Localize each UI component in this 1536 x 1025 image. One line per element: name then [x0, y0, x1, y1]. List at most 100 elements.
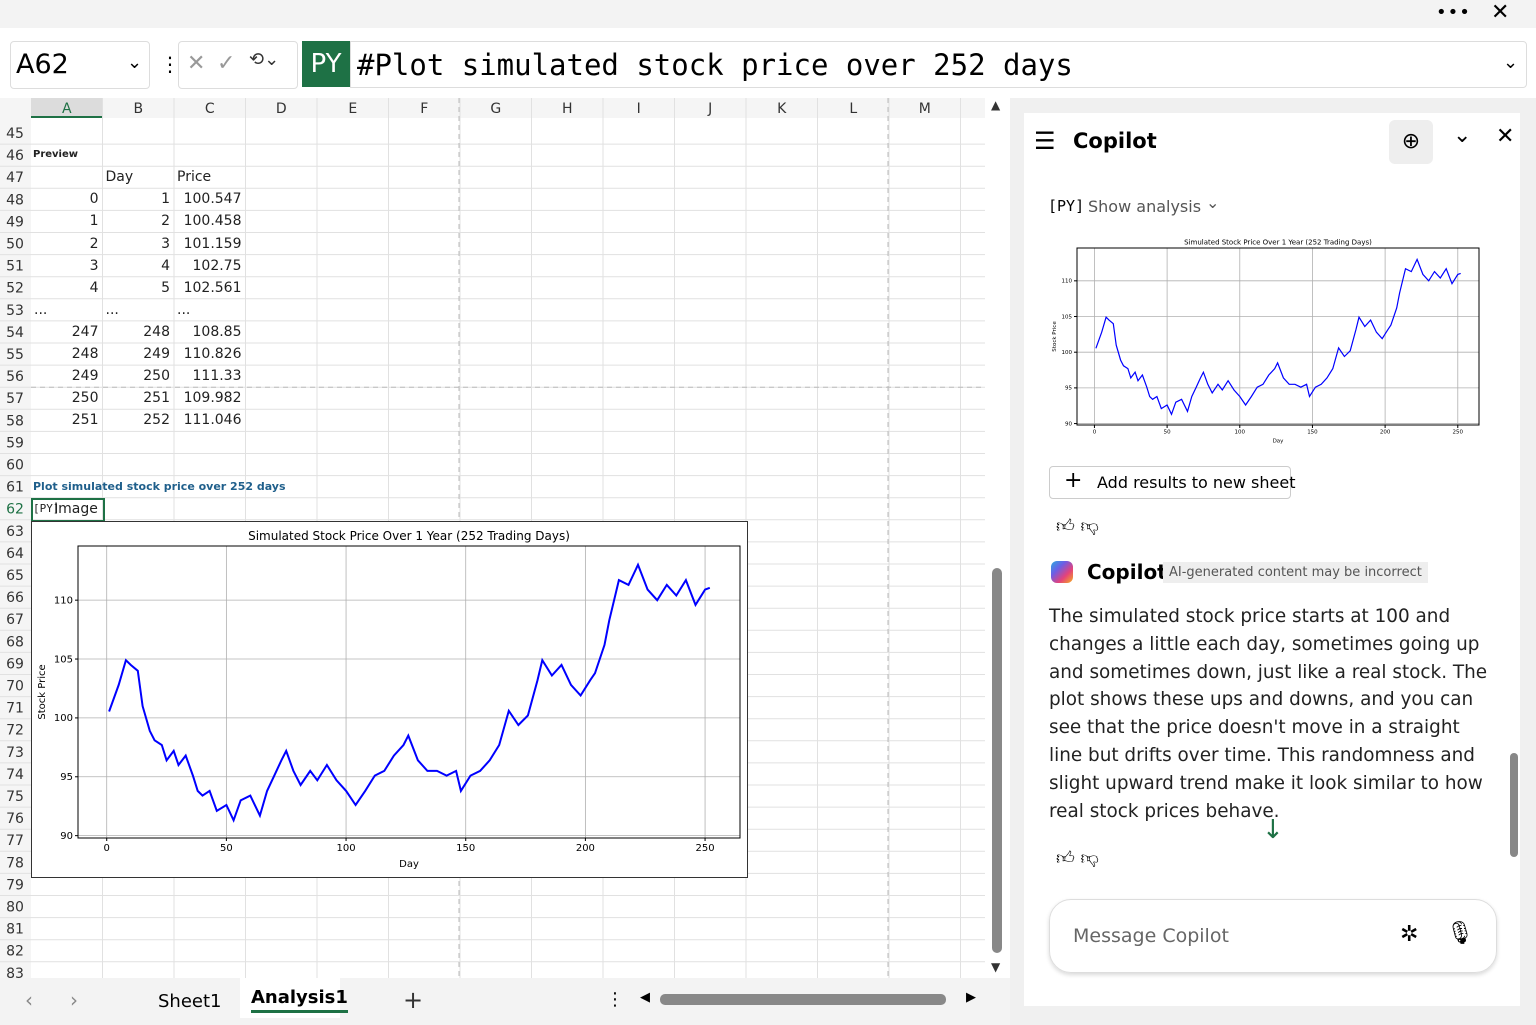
price-line: [1095, 257, 1461, 416]
button-label: Add results to new sheet: [1097, 473, 1296, 492]
formula-actions: ✕ ✓ ⟲⌄: [178, 41, 298, 89]
chart-title: Simulated Stock Price Over 1 Year (252 T…: [1184, 239, 1372, 247]
enter[interactable]: ✓: [217, 51, 236, 76]
title-bar: [0, 0, 1536, 28]
price-line: [108, 562, 711, 823]
row-header: 60: [6, 458, 24, 474]
scroll-right[interactable]: ▶: [966, 990, 976, 1005]
row-header: 80: [6, 900, 24, 916]
active-cell: [31, 497, 105, 522]
row-header: 49: [6, 214, 24, 230]
message-input[interactable]: Message Copilot ✲ 🎙︎: [1049, 899, 1497, 973]
cell: 100.458: [183, 213, 242, 230]
row-header: 55: [6, 347, 24, 363]
col-header: C: [205, 101, 215, 117]
row-header: 63: [6, 524, 24, 540]
row-header: 59: [6, 435, 24, 451]
x-tick-label: 100: [1235, 430, 1246, 436]
row-header: 78: [6, 855, 24, 871]
next-sheet[interactable]: ›: [70, 988, 78, 1012]
chart: 0 50 100 150 200 250 90 95 100 105 110 Simulated St…: [31, 521, 748, 878]
cell: Image: [54, 500, 98, 517]
add-sheet[interactable]: +: [403, 986, 424, 1014]
v-thumb[interactable]: [992, 568, 1002, 953]
menu[interactable]: ☰: [1034, 127, 1056, 155]
chart-title: Simulated Stock Price Over 1 Year (252 T…: [248, 529, 570, 543]
thumbs[interactable]: 👍︎ 👎︎: [1056, 516, 1099, 537]
row-header: 74: [6, 767, 24, 783]
x-tick-label: 0: [104, 843, 110, 854]
cell: 248: [143, 323, 170, 340]
sheet-grid[interactable]: A B C D E F G H I J K L M 45 46 47 48 49 50 51 52 53 54 55 56 57 5…: [0, 98, 985, 978]
py-mode[interactable]: ⟲⌄: [249, 49, 280, 70]
plot-frame: [77, 545, 741, 839]
x-tick-label: 0: [1093, 430, 1097, 436]
copilot-title: Copilot: [1073, 129, 1157, 153]
cell: 102.75: [192, 257, 242, 274]
cell: 2: [161, 213, 170, 230]
row-header: 77: [6, 833, 24, 849]
header-bg: [0, 98, 985, 118]
name-box[interactable]: A62 ⌄: [10, 41, 150, 89]
y-tick-label: 95: [60, 772, 73, 783]
row-header: 48: [6, 192, 24, 208]
cell: 3: [89, 257, 99, 274]
pane-scroll[interactable]: [1510, 753, 1518, 857]
cancel[interactable]: ✕: [187, 51, 206, 76]
cell: 251: [143, 390, 170, 407]
chart-bg: [1048, 233, 1488, 451]
cell: ...: [34, 301, 48, 318]
col-header: A: [62, 101, 72, 117]
col-header: J: [707, 101, 712, 117]
scroll-left[interactable]: ◀: [640, 990, 650, 1005]
formula-box[interactable]: #Plot simulated stock price over 252 day…: [350, 41, 1527, 88]
py-icon: [PY]: [1048, 197, 1085, 215]
copilot-pane: ☰ Copilot ⊕ ⌄ ✕ [PY] Show analysis ⌄ + A…: [1024, 113, 1520, 1006]
row-header: 70: [6, 679, 24, 695]
cell: Price: [177, 169, 212, 186]
sheet-menu[interactable]: ⋮: [606, 989, 624, 1010]
y-tick-label: 110: [54, 595, 73, 606]
cell: 111.046: [183, 412, 242, 429]
prev-sheet[interactable]: ‹: [25, 988, 33, 1012]
cell: Day: [105, 169, 134, 186]
close-window[interactable]: ✕: [1491, 0, 1510, 25]
col-header: L: [849, 101, 857, 117]
cell: 247: [71, 323, 99, 340]
dropdown: ⌄: [127, 52, 143, 73]
cell: 0: [89, 191, 99, 208]
cell: 5: [161, 279, 170, 296]
x-tick-label: 200: [576, 843, 595, 854]
cell: 102.561: [183, 279, 242, 296]
separator: ⋮: [160, 52, 180, 76]
scroll-down[interactable]: ↓: [1262, 815, 1284, 845]
y-tick-label: 100: [54, 713, 73, 724]
prompts[interactable]: ✲: [1400, 922, 1419, 947]
close-pane[interactable]: ✕: [1496, 124, 1515, 149]
add-results-button[interactable]: + Add results to new sheet: [1049, 466, 1296, 499]
col-header: D: [276, 101, 287, 117]
row-header: 69: [6, 656, 24, 672]
mic[interactable]: 🎙︎: [1446, 921, 1474, 946]
y-axis-label: Stock Price: [37, 664, 48, 719]
show-analysis[interactable]: Show analysis: [1088, 197, 1202, 216]
cell: Preview: [33, 149, 79, 161]
collapse[interactable]: ⌄: [1453, 123, 1472, 148]
sheet-tab[interactable]: Sheet1: [158, 991, 222, 1012]
row-header-bg: [0, 98, 31, 978]
new-chat[interactable]: ⊕: [1389, 120, 1433, 164]
row-header: 58: [6, 413, 24, 429]
x-axis-label: Day: [1273, 438, 1285, 444]
row-header: 75: [6, 789, 24, 805]
row-header: 51: [6, 259, 24, 275]
x-tick-label: 100: [337, 843, 356, 854]
h-thumb[interactable]: [660, 994, 946, 1005]
row-header: 53: [6, 303, 24, 319]
sheet-tab-active[interactable]: Analysis1: [251, 987, 348, 1013]
x-axis-label: Day: [399, 859, 419, 870]
v-scrollbar[interactable]: ▲ ▼: [985, 98, 1010, 978]
row-header: 81: [6, 922, 24, 938]
thumbs[interactable]: 👍︎ 👎︎: [1056, 848, 1099, 869]
more-button[interactable]: •••: [1436, 2, 1471, 23]
